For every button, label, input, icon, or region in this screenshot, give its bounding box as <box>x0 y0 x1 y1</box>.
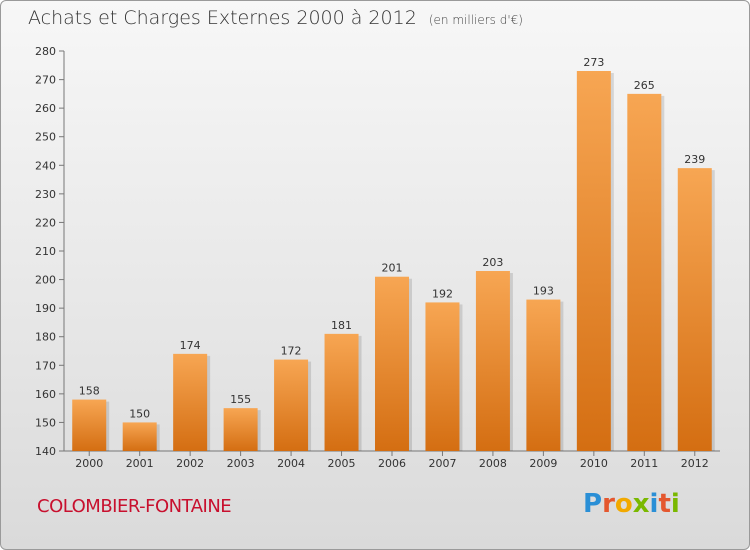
bar-2012 <box>677 168 712 451</box>
bar-value-label: 172 <box>281 345 302 358</box>
bar-value-label: 201 <box>382 262 403 275</box>
y-tick-label: 220 <box>35 216 56 229</box>
logo-letter: o <box>614 489 633 519</box>
chart-title-text: Achats et Charges Externes 2000 à 2012 <box>28 7 417 29</box>
x-tick-label: 2009 <box>529 457 557 470</box>
y-tick-label: 270 <box>35 74 56 87</box>
bar-2008 <box>475 271 510 451</box>
bar-2010 <box>576 71 611 451</box>
bar-value-label: 150 <box>129 407 150 420</box>
y-tick-label: 230 <box>35 188 56 201</box>
bar-2005 <box>324 333 359 451</box>
y-tick-label: 180 <box>35 331 56 344</box>
bar-2011 <box>627 93 662 451</box>
bar-value-label: 203 <box>482 256 503 269</box>
x-tick-label: 2004 <box>277 457 305 470</box>
chart-bars <box>72 71 715 451</box>
y-tick-label: 280 <box>35 45 56 58</box>
bar-2009 <box>526 299 561 451</box>
chart-title: Achats et Charges Externes 2000 à 2012 (… <box>28 7 523 29</box>
bar-value-label: 192 <box>432 287 453 300</box>
bar-2000 <box>72 399 107 451</box>
y-tick-label: 210 <box>35 245 56 258</box>
chart-labels: 2000 158 2001 150 2002 174 2003 155 2004 172 2005 1… <box>75 56 709 470</box>
bar-2001 <box>122 422 157 451</box>
y-tick-label: 190 <box>35 302 56 315</box>
logo-letter: x <box>632 489 650 519</box>
bar-2003 <box>223 408 258 451</box>
bar-value-label: 193 <box>533 285 554 298</box>
x-tick-label: 2003 <box>227 457 255 470</box>
y-tick-label: 240 <box>35 159 56 172</box>
x-tick-label: 2011 <box>630 457 658 470</box>
bar-2007 <box>425 302 460 451</box>
logo-letter: i <box>670 489 680 519</box>
x-tick-label: 2008 <box>479 457 507 470</box>
x-tick-label: 2005 <box>328 457 356 470</box>
y-tick-label: 250 <box>35 131 56 144</box>
bar-value-label: 273 <box>583 56 604 69</box>
bar-2006 <box>375 276 409 451</box>
y-tick-label: 260 <box>35 102 56 115</box>
commune-name: COLOMBIER-FONTAINE <box>37 496 232 517</box>
bar-value-label: 174 <box>180 339 201 352</box>
logo-letter: P <box>583 489 603 519</box>
chart-title-unit: (en milliers d'€) <box>428 13 523 27</box>
x-tick-label: 2001 <box>126 457 154 470</box>
y-tick-label: 140 <box>35 445 56 458</box>
bar-2002 <box>173 353 208 451</box>
y-tick-label: 150 <box>35 416 56 429</box>
x-tick-label: 2007 <box>428 457 456 470</box>
y-tick-label: 160 <box>35 388 56 401</box>
logo-letter: i <box>649 489 659 519</box>
logo-letter: r <box>602 489 615 519</box>
x-tick-label: 2000 <box>75 457 103 470</box>
logo-letter: t <box>658 489 671 519</box>
bar-value-label: 181 <box>331 319 352 332</box>
x-tick-label: 2010 <box>580 457 608 470</box>
bar-value-label: 155 <box>230 393 251 406</box>
x-tick-label: 2002 <box>176 457 204 470</box>
proxiti-logo: Proxiti <box>583 489 680 519</box>
bar-value-label: 239 <box>684 153 705 166</box>
bar-value-label: 265 <box>634 79 655 92</box>
bar-2004 <box>274 359 309 451</box>
x-tick-label: 2012 <box>681 457 709 470</box>
bar-value-label: 158 <box>79 385 100 398</box>
y-tick-label: 200 <box>35 274 56 287</box>
x-tick-label: 2006 <box>378 457 406 470</box>
y-tick-label: 170 <box>35 359 56 372</box>
